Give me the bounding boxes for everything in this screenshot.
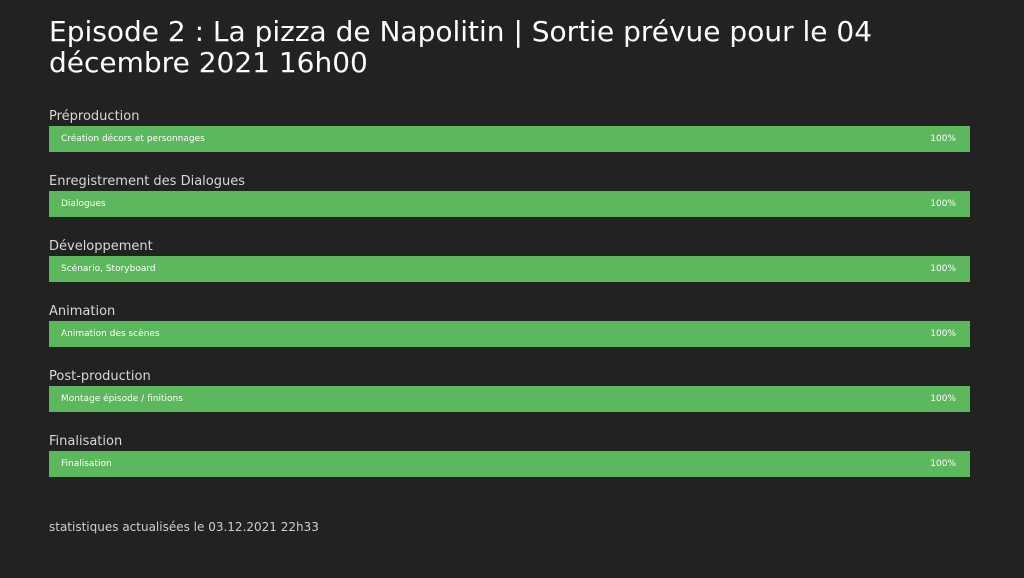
progress-bar-task: Scénario, Storyboard	[61, 264, 156, 274]
progress-bar: Montage épisode / finitions 100%	[49, 386, 970, 412]
progress-bar-fill	[49, 451, 970, 477]
section-label: Développement	[49, 239, 153, 254]
progress-bar-percent: 100%	[930, 134, 956, 144]
progress-sections: Préproduction Création décors et personn…	[49, 108, 970, 498]
section-label: Finalisation	[49, 434, 123, 449]
progress-bar-fill	[49, 191, 970, 217]
progress-bar-percent: 100%	[930, 264, 956, 274]
progress-section: Finalisation Finalisation 100%	[49, 433, 970, 498]
progress-bar-percent: 100%	[930, 459, 956, 469]
progress-bar-percent: 100%	[930, 199, 956, 209]
progress-section: Enregistrement des Dialogues Dialogues 1…	[49, 173, 970, 238]
progress-bar-task: Finalisation	[61, 459, 112, 469]
section-label: Animation	[49, 304, 116, 319]
page-title: Episode 2 : La pizza de Napolitin | Sort…	[49, 15, 873, 79]
progress-bar: Dialogues 100%	[49, 191, 970, 217]
progress-bar-task: Animation des scènes	[61, 329, 160, 339]
section-label: Préproduction	[49, 109, 140, 124]
progress-bar-task: Montage épisode / finitions	[61, 394, 183, 404]
progress-bar-fill	[49, 386, 970, 412]
section-label: Enregistrement des Dialogues	[49, 174, 246, 189]
progress-bar: Finalisation 100%	[49, 451, 970, 477]
stats-updated-text: statistiques actualisées le 03.12.2021 2…	[49, 520, 319, 534]
progress-bar-percent: 100%	[930, 394, 956, 404]
progress-section: Préproduction Création décors et personn…	[49, 108, 970, 173]
progress-bar-percent: 100%	[930, 329, 956, 339]
progress-bar-fill	[49, 321, 970, 347]
progress-bar: Création décors et personnages 100%	[49, 126, 970, 152]
progress-bar-fill	[49, 126, 970, 152]
progress-section: Post-production Montage épisode / finiti…	[49, 368, 970, 433]
progress-bar-fill	[49, 256, 970, 282]
progress-section: Développement Scénario, Storyboard 100%	[49, 238, 970, 303]
progress-section: Animation Animation des scènes 100%	[49, 303, 970, 368]
progress-bar-task: Dialogues	[61, 199, 106, 209]
progress-bar: Scénario, Storyboard 100%	[49, 256, 970, 282]
section-label: Post-production	[49, 369, 151, 384]
progress-bar: Animation des scènes 100%	[49, 321, 970, 347]
progress-bar-task: Création décors et personnages	[61, 134, 205, 144]
